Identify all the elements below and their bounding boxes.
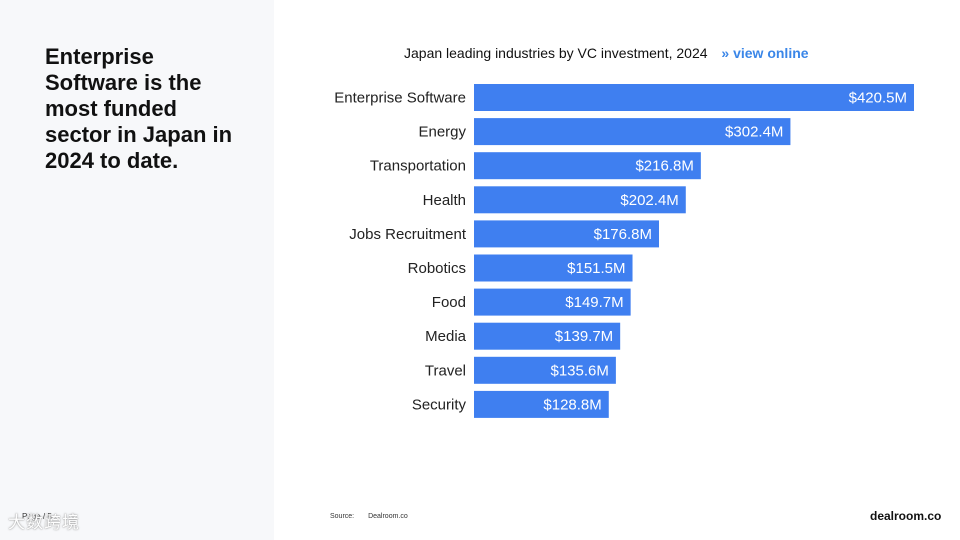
category-label: Enterprise Software <box>334 90 466 107</box>
value-label: $139.7M <box>555 328 613 345</box>
value-label: $135.6M <box>551 362 609 379</box>
view-online-link[interactable]: » view online <box>721 45 809 61</box>
value-label: $420.5M <box>849 90 907 107</box>
category-label: Media <box>425 328 467 345</box>
category-label: Energy <box>418 124 466 141</box>
chart-title-row: Japan leading industries by VC investmen… <box>404 45 809 61</box>
value-label: $202.4M <box>620 192 678 209</box>
source-note: Source: Dealroom.co <box>330 513 408 520</box>
value-label: $176.8M <box>594 226 652 243</box>
category-label: Security <box>412 396 467 413</box>
bar-security <box>474 390 609 418</box>
category-label: Transportation <box>370 158 466 175</box>
value-label: $302.4M <box>725 124 783 141</box>
category-label: Robotics <box>408 260 466 277</box>
value-label: $128.8M <box>543 396 601 413</box>
brand-logo[interactable]: dealroom.co <box>870 509 942 523</box>
value-label: $151.5M <box>567 260 625 277</box>
category-label: Food <box>432 294 466 311</box>
source-value: Dealroom.co <box>368 513 408 520</box>
bar-travel <box>474 356 616 384</box>
chart-title: Japan leading industries by VC investmen… <box>404 45 708 61</box>
value-label: $149.7M <box>565 294 623 311</box>
page-number: Page / 5 <box>22 512 52 521</box>
bar-robotics <box>474 254 633 282</box>
bar-energy <box>474 118 791 146</box>
source-label: Source: <box>330 513 355 520</box>
bar-food <box>474 288 631 316</box>
bar-transportation <box>474 152 701 180</box>
bar-health <box>474 186 686 214</box>
category-label: Jobs Recruitment <box>349 226 467 243</box>
left-panel: Enterprise Software is the most funded s… <box>0 0 274 540</box>
category-label: Health <box>423 192 466 209</box>
watermark: 大数跨境 <box>8 513 80 532</box>
category-label: Travel <box>425 362 466 379</box>
headline: Enterprise Software is the most funded s… <box>45 44 233 173</box>
bar-jobs-recruitment <box>474 220 659 248</box>
bar-media <box>474 322 621 350</box>
value-label: $216.8M <box>635 158 693 175</box>
bar-enterprise-software <box>474 84 914 111</box>
